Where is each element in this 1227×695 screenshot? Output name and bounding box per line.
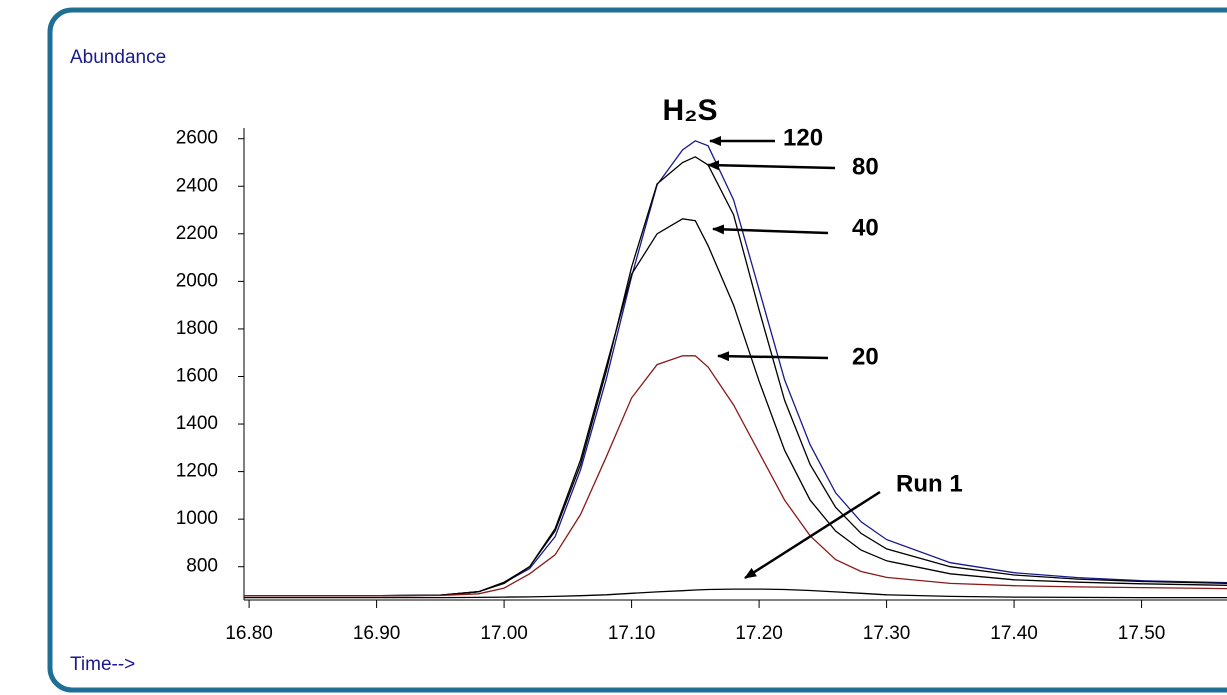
y-tick-label: 2600	[176, 128, 218, 149]
x-axis-title: Time-->	[70, 654, 135, 675]
y-tick-label: 2200	[176, 223, 218, 244]
x-tick-label: 16.80	[225, 623, 273, 644]
series-label: 80	[852, 153, 879, 180]
x-tick-label: 17.10	[608, 623, 656, 644]
annotation-arrow	[712, 224, 829, 235]
x-tick-label: 17.00	[480, 623, 528, 644]
x-tick-label: 16.90	[353, 623, 401, 644]
y-tick-label: 2400	[176, 175, 218, 196]
x-tick-label: 17.30	[863, 623, 911, 644]
series-label: 20	[852, 343, 879, 370]
series-label: 120	[783, 124, 823, 151]
annotation-arrow	[744, 490, 881, 580]
series-line	[244, 588, 1227, 599]
series-label: 40	[852, 214, 879, 241]
annotation-arrow	[717, 351, 829, 362]
series-label: Run 1	[896, 470, 963, 497]
chart-title: H₂S	[662, 94, 717, 127]
x-tick-label: 17.20	[735, 623, 783, 644]
y-tick-label: 1600	[176, 365, 218, 386]
y-tick-label: 1000	[176, 508, 218, 529]
annotation-arrow	[707, 160, 836, 171]
y-axis-title: Abundance	[70, 47, 166, 68]
x-tick-label: 17.40	[990, 623, 1038, 644]
y-tick-label: 1200	[176, 461, 218, 482]
x-tick-label: 17.50	[1118, 623, 1166, 644]
y-tick-label: 800	[186, 556, 218, 577]
panel-border	[47, 7, 1227, 693]
y-tick-label: 1800	[176, 318, 218, 339]
y-tick-label: 2000	[176, 270, 218, 291]
y-tick-label: 1400	[176, 413, 218, 434]
series-line	[244, 218, 1227, 597]
series-line	[244, 355, 1227, 597]
